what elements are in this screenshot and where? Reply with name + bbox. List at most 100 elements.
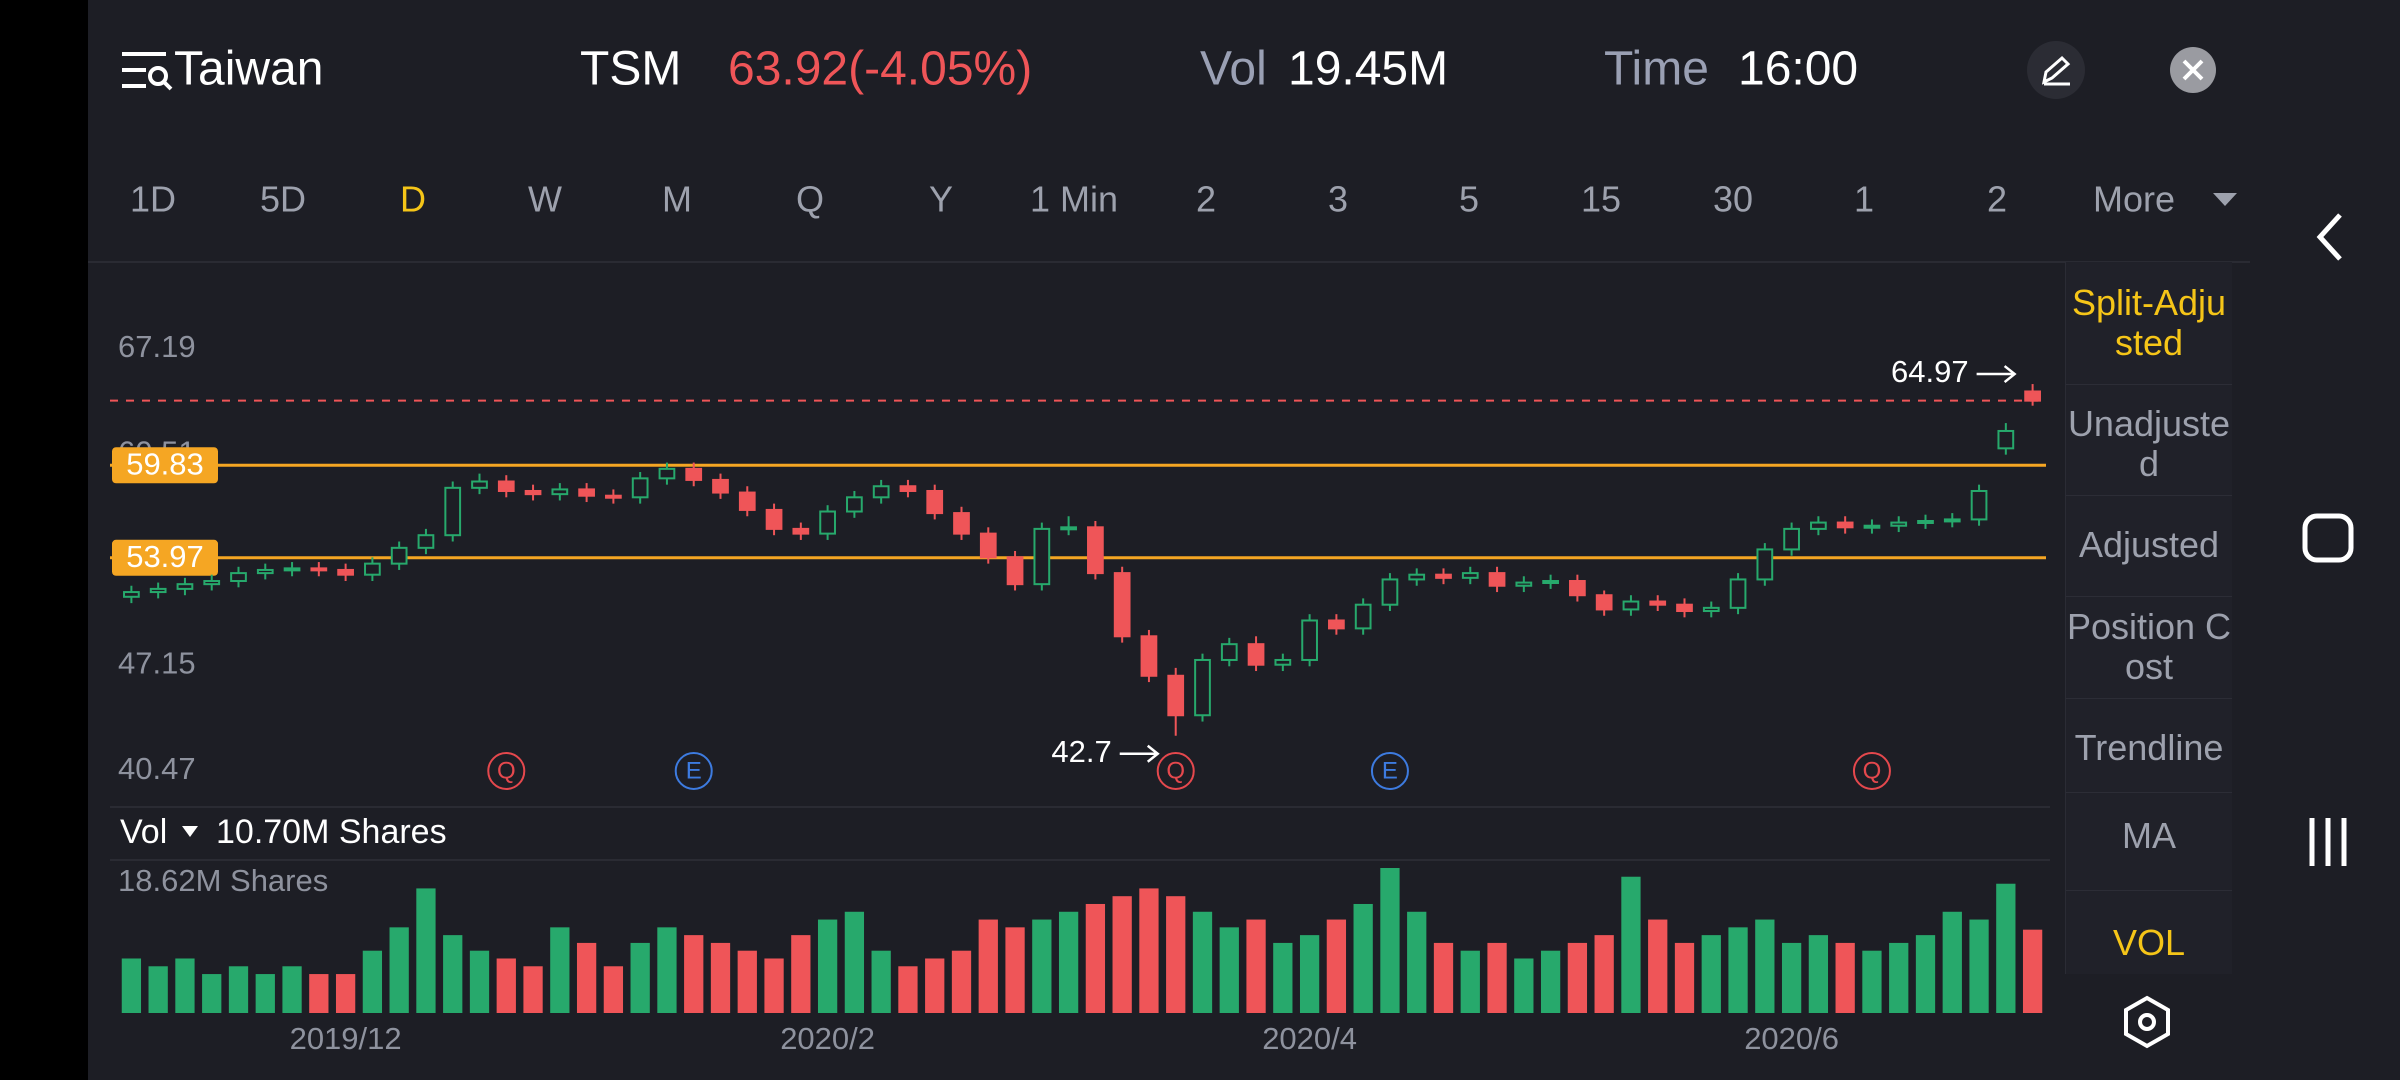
side-separator (2066, 889, 2232, 891)
candle-body (1060, 526, 1077, 531)
candle-body (1220, 643, 1238, 661)
candle-body (712, 478, 729, 494)
side-menu-item[interactable]: Trendline (2074, 727, 2224, 768)
volume-bar (898, 966, 918, 1013)
tab[interactable]: M (662, 179, 692, 220)
tab[interactable]: 5D (260, 179, 306, 220)
symbol: TSM (580, 43, 681, 96)
nav-back[interactable] (2316, 213, 2342, 261)
event-marker[interactable] (1370, 752, 1409, 790)
side-menu-item[interactable]: MA (2122, 815, 2176, 856)
event-marker[interactable] (1156, 752, 1195, 790)
time: 16:00 (1738, 43, 1858, 96)
candle-body (1515, 581, 1533, 587)
side-menu-item[interactable]: Split-Adjusted (2071, 282, 2227, 363)
volume-bar (1005, 927, 1025, 1013)
candle-body (2024, 390, 2041, 402)
event-label: Q (1863, 757, 1882, 784)
extreme-label: 64.97 (1891, 354, 1969, 389)
candle-body (1328, 619, 1345, 630)
settings-button[interactable] (2124, 995, 2170, 1049)
volume-bar (121, 958, 142, 1013)
volume-bar (1299, 935, 1320, 1013)
tab[interactable]: 15 (1581, 179, 1621, 220)
tab[interactable]: Q (796, 179, 824, 220)
volume-bar (309, 974, 329, 1013)
extreme-arrow (1976, 365, 2017, 384)
event-marker[interactable] (487, 752, 526, 790)
tab[interactable]: 3 (1328, 179, 1348, 220)
tab[interactable]: More (2093, 179, 2175, 220)
close-button[interactable] (2170, 47, 2216, 93)
tab[interactable]: D (400, 179, 426, 220)
candle-body (1140, 635, 1158, 677)
candle-body (899, 485, 917, 492)
tab[interactable]: 1 Min (1030, 179, 1118, 220)
candle-body (1863, 524, 1881, 529)
volume-bar (791, 935, 811, 1013)
more-arrow[interactable] (2213, 193, 2237, 206)
candle-body (471, 480, 488, 489)
candle-body (149, 587, 167, 594)
volume-bar (1701, 935, 1721, 1013)
volume-bar (1862, 950, 1882, 1013)
candle-body (1194, 658, 1211, 717)
volume-bar (630, 942, 650, 1013)
candle-body (846, 496, 863, 513)
x-tick-label: 2020/6 (1744, 1021, 1839, 1056)
volume-bar (1540, 950, 1561, 1013)
left-strip (0, 0, 88, 1080)
side-menu-item[interactable]: Position Cost (2066, 606, 2232, 687)
price: 63.92(-4.05%) (728, 43, 1032, 96)
volume-bar (175, 958, 195, 1013)
volume-bar (951, 950, 972, 1013)
tab[interactable]: Y (929, 179, 953, 220)
candle-body (1836, 521, 1854, 529)
tab[interactable]: 2 (1987, 179, 2007, 220)
volume-bar (389, 927, 409, 1013)
volume-title[interactable]: Vol (120, 813, 167, 851)
volume-bar (817, 919, 838, 1013)
market[interactable]: Taiwan (174, 43, 323, 96)
candle-body (979, 532, 997, 559)
volume-dropdown[interactable] (182, 826, 198, 837)
candle-body (685, 467, 703, 481)
edit-button[interactable] (2027, 41, 2085, 99)
tab[interactable]: 5 (1459, 179, 1479, 220)
menu-icon[interactable] (122, 52, 173, 91)
volume: 19.45M (1288, 43, 1448, 96)
volume-bar (1781, 942, 1802, 1013)
tab[interactable]: W (528, 179, 562, 220)
volume-bar (1219, 927, 1239, 1013)
volume-current: 10.70M Shares (216, 813, 447, 851)
volume-bar (282, 966, 302, 1013)
candle-body (792, 527, 810, 535)
volume-bar (1460, 950, 1480, 1013)
candle-body (176, 583, 194, 590)
tab[interactable]: 30 (1713, 179, 1753, 220)
tab[interactable]: 1 (1854, 179, 1874, 220)
event-marker[interactable] (1852, 752, 1891, 790)
candle-body (872, 485, 890, 499)
side-separator (2066, 792, 2232, 793)
candle-body (1113, 572, 1131, 638)
candle-body (926, 489, 944, 515)
candle-body (953, 512, 970, 535)
tab[interactable]: 1D (130, 179, 176, 220)
volume-bar (362, 950, 383, 1013)
candle-body (605, 494, 622, 499)
nav-home[interactable] (2302, 513, 2354, 563)
volume-bar (148, 966, 168, 1013)
tab[interactable]: 2 (1196, 179, 1216, 220)
candle-body (1488, 572, 1506, 587)
candle-body (1301, 619, 1318, 661)
event-marker[interactable] (674, 752, 713, 790)
y-tick-label: 47.15 (118, 646, 196, 681)
volume-bar (416, 888, 436, 1013)
candle-body (203, 580, 221, 586)
volume-bar (1085, 903, 1106, 1013)
side-menu-item[interactable]: VOL (2112, 922, 2186, 963)
side-menu-item[interactable]: Adjusted (2078, 524, 2220, 565)
nav-recents[interactable] (2309, 818, 2347, 866)
side-menu-item[interactable]: Unadjusted (2067, 403, 2231, 484)
